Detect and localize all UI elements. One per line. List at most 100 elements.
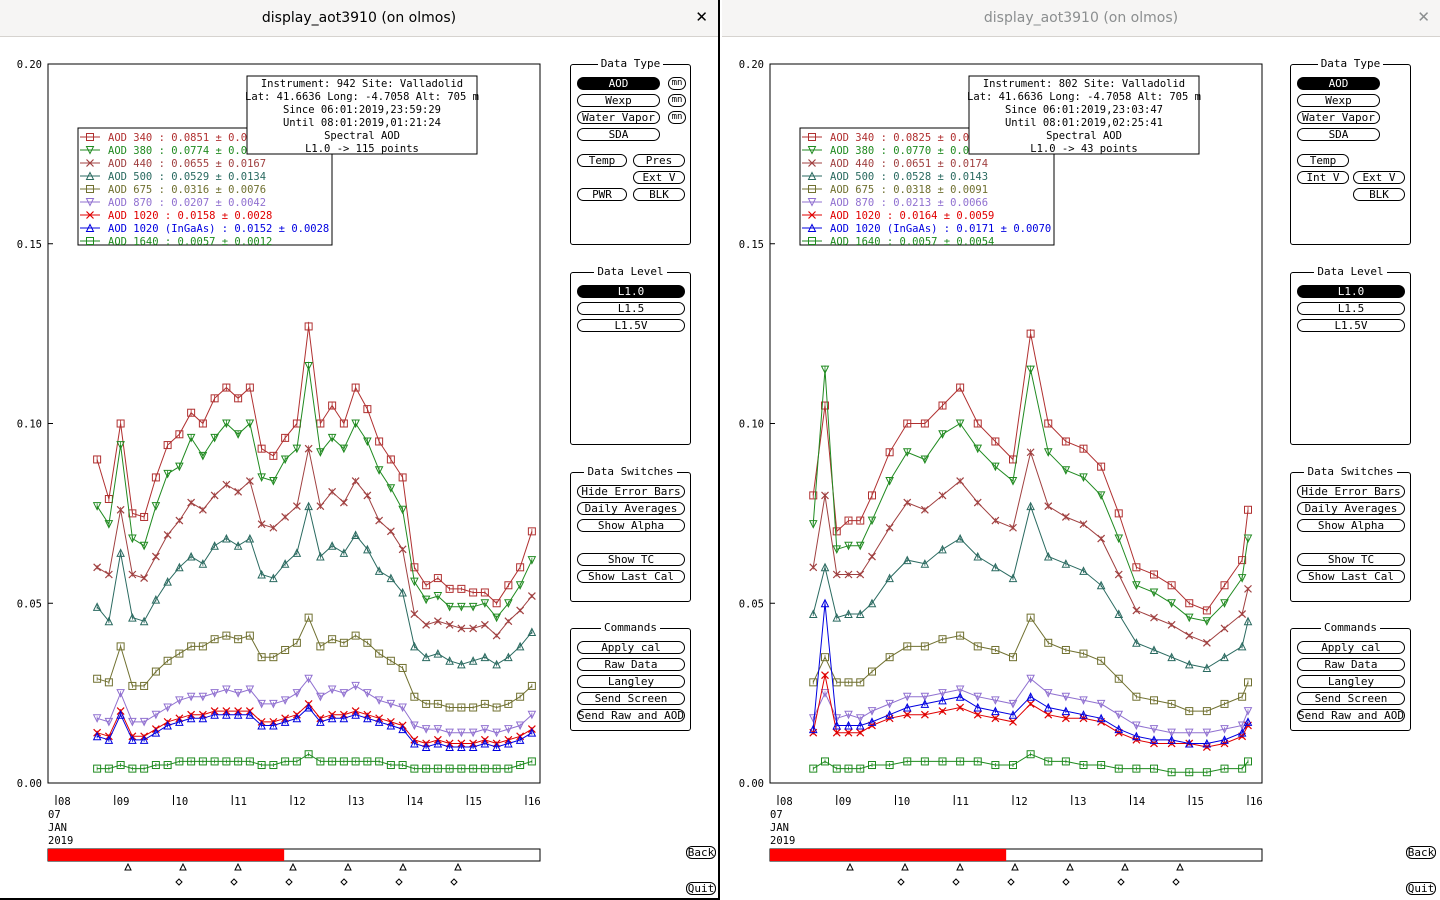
water-vapor-mn-button[interactable]: mn — [668, 111, 686, 124]
apply-cal-button[interactable]: Apply cal — [577, 641, 685, 654]
panel-title: Data Type — [597, 57, 664, 70]
blk-button[interactable]: BLK — [1353, 188, 1405, 201]
wexp-button[interactable]: Wexp — [1297, 94, 1380, 107]
show-tc-button[interactable]: Show TC — [1297, 553, 1405, 566]
data-point — [222, 383, 231, 392]
timeline-marker — [1062, 878, 1070, 886]
data-point — [1132, 731, 1141, 741]
data-point — [1008, 573, 1018, 583]
send-screen-button[interactable]: Send Screen — [577, 692, 685, 705]
data-point — [139, 717, 149, 727]
data-point — [316, 717, 325, 726]
daily-averages-button[interactable]: Daily Averages — [1297, 502, 1405, 515]
level-l15v-button[interactable]: L1.5V — [577, 319, 685, 332]
sda-button[interactable]: SDA — [577, 128, 660, 141]
level-l10-button[interactable]: L1.0 — [1297, 285, 1405, 298]
data-point — [1202, 663, 1212, 672]
data-point — [832, 678, 841, 687]
quit-button[interactable]: Quit — [1406, 882, 1436, 895]
apply-cal-button[interactable]: Apply cal — [1297, 641, 1405, 654]
ext-v-button[interactable]: Ext V — [633, 171, 685, 184]
legend-label: AOD 380 : 0.0774 ± 0.0 — [108, 145, 247, 157]
show-alpha-button[interactable]: Show Alpha — [1297, 519, 1405, 532]
data-point — [504, 699, 513, 708]
water-vapor-button[interactable]: Water Vapor — [577, 111, 660, 124]
data-point — [245, 533, 255, 543]
data-point — [856, 728, 865, 737]
aod-mn-button[interactable]: mn — [668, 77, 686, 90]
level-l15v-button[interactable]: L1.5V — [1297, 319, 1405, 332]
send-raw-aod-button[interactable]: Send Raw and AOD — [1297, 709, 1405, 722]
show-last-cal-button[interactable]: Show Last Cal — [1297, 570, 1405, 583]
data-point — [956, 631, 965, 640]
info-line2: Lat: 41.6636 Long: -4.7058 Alt: 705 m — [245, 91, 479, 103]
data-point — [386, 720, 396, 730]
blk-button[interactable]: BLK — [633, 188, 685, 201]
data-point — [104, 735, 114, 744]
daily-averages-button[interactable]: Daily Averages — [577, 502, 685, 515]
data-point — [316, 692, 325, 702]
aod-button[interactable]: AOD — [577, 77, 660, 90]
close-icon[interactable]: ✕ — [695, 8, 708, 26]
raw-data-button[interactable]: Raw Data — [1297, 658, 1405, 671]
aod-button[interactable]: AOD — [1297, 77, 1380, 90]
level-l15-button[interactable]: L1.5 — [577, 302, 685, 315]
data-point — [186, 713, 196, 723]
data-point — [516, 692, 525, 701]
langley-button[interactable]: Langley — [1297, 675, 1405, 688]
langley-button[interactable]: Langley — [577, 675, 685, 688]
data-point — [339, 419, 348, 428]
data-point — [1185, 631, 1194, 640]
back-button[interactable]: Back — [686, 846, 716, 859]
data-point — [1097, 534, 1106, 543]
data-point — [808, 520, 818, 529]
data-point — [832, 720, 842, 730]
water-vapor-button[interactable]: Water Vapor — [1297, 111, 1380, 124]
data-point — [527, 556, 537, 565]
send-raw-aod-button[interactable]: Send Raw and AOD — [577, 709, 685, 722]
temp-button[interactable]: Temp — [1297, 154, 1349, 167]
data-point — [186, 433, 196, 443]
pres-button[interactable]: Pres — [633, 154, 685, 167]
panel-title: Data Switches — [584, 465, 677, 478]
wexp-button[interactable]: Wexp — [577, 94, 660, 107]
show-alpha-button[interactable]: Show Alpha — [577, 519, 685, 532]
data-point — [1243, 616, 1253, 626]
data-point — [527, 527, 536, 536]
pwr-button[interactable]: PWR — [577, 188, 627, 201]
titlebar[interactable]: display_aot3910 (on olmos) ✕ — [0, 0, 718, 37]
hide-error-bars-button[interactable]: Hide Error Bars — [1297, 485, 1405, 498]
data-point — [304, 674, 313, 684]
wexp-mn-button[interactable]: mn — [668, 94, 686, 107]
back-button[interactable]: Back — [1406, 846, 1436, 859]
send-screen-button[interactable]: Send Screen — [1297, 692, 1405, 705]
data-point — [151, 728, 161, 737]
legend-label: AOD 870 : 0.0213 ± 0.0066 — [830, 197, 988, 209]
ext-v-button[interactable]: Ext V — [1353, 171, 1405, 184]
data-point — [1026, 750, 1035, 759]
data-point — [374, 566, 384, 575]
data-point — [445, 764, 454, 773]
data-point — [351, 757, 360, 766]
data-point — [844, 720, 853, 730]
raw-data-button[interactable]: Raw Data — [577, 658, 685, 671]
legend-label: AOD 1640 : 0.0057 ± 0.0012 — [108, 236, 272, 248]
level-l15-button[interactable]: L1.5 — [1297, 302, 1405, 315]
data-point — [809, 491, 818, 500]
close-icon[interactable]: ✕ — [1417, 8, 1430, 26]
titlebar[interactable]: display_aot3910 (on olmos) ✕ — [722, 0, 1440, 37]
data-point — [973, 498, 982, 507]
sda-button[interactable]: SDA — [1297, 128, 1380, 141]
data-point — [1132, 581, 1141, 590]
data-point — [832, 764, 841, 773]
hide-error-bars-button[interactable]: Hide Error Bars — [577, 485, 685, 498]
quit-button[interactable]: Quit — [686, 882, 716, 895]
x-tick-label: 15 — [1191, 796, 1204, 808]
temp-button[interactable]: Temp — [577, 154, 627, 167]
level-l10-button[interactable]: L1.0 — [577, 285, 685, 298]
panel-data-level: Data Level L1.0 L1.5 L1.5V — [570, 265, 691, 445]
show-tc-button[interactable]: Show TC — [577, 553, 685, 566]
int-v-button[interactable]: Int V — [1297, 171, 1349, 184]
show-last-cal-button[interactable]: Show Last Cal — [577, 570, 685, 583]
data-point — [902, 702, 912, 712]
